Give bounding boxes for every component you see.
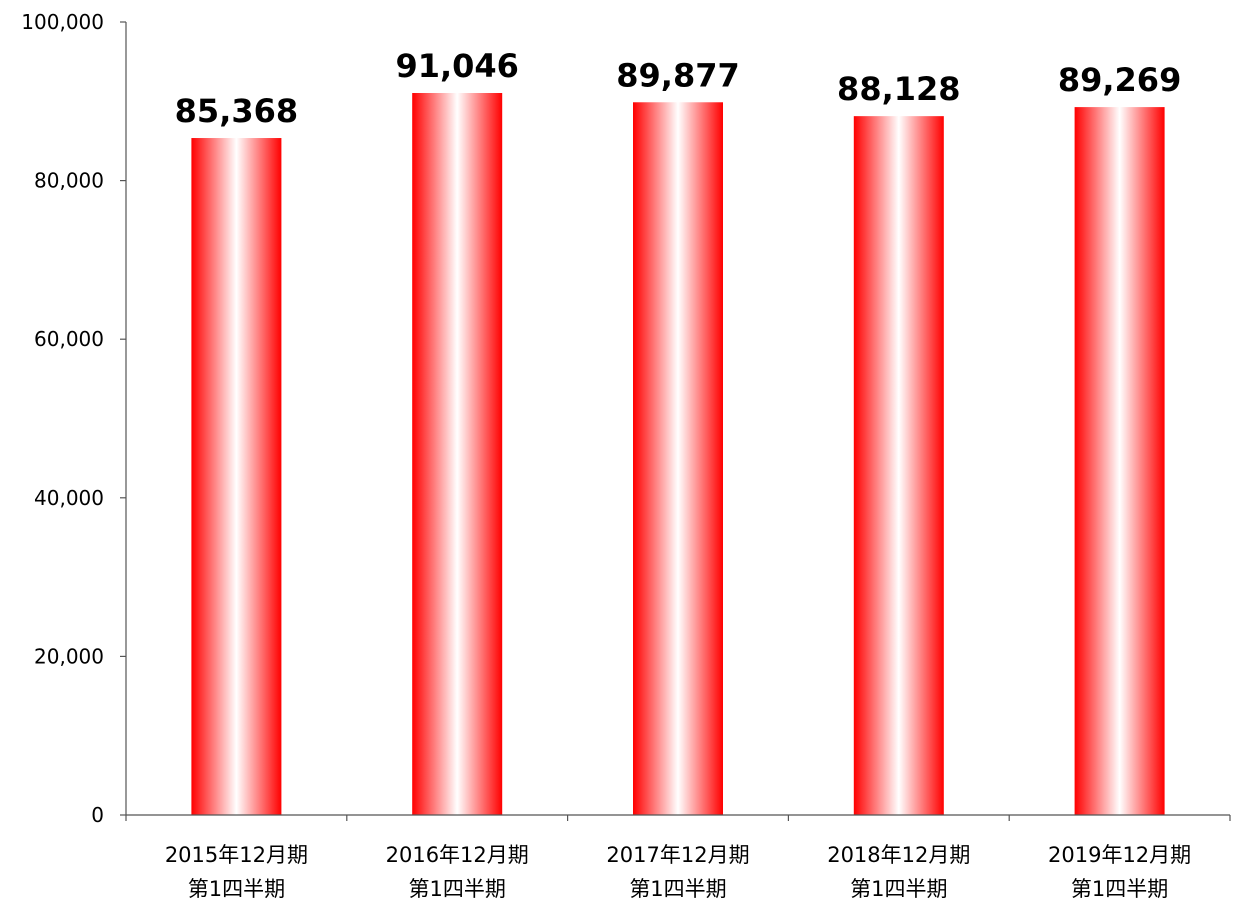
category-label-5-line-1: 2019年12月期 — [1048, 843, 1191, 867]
category-label-1-line-1: 2015年12月期 — [165, 843, 308, 867]
y-tick-label-2: 20,000 — [34, 644, 104, 668]
axes-group — [120, 21, 1231, 821]
data-label-4: 88,128 — [837, 70, 960, 108]
bar-4 — [853, 116, 944, 815]
y-tick-label-6: 100,000 — [21, 10, 104, 34]
category-label-4-line-2: 第1四半期 — [850, 877, 947, 901]
labels-group: 85,3682015年12月期第1四半期91,0462016年12月期第1四半期… — [21, 10, 1191, 901]
bar-3 — [633, 102, 723, 815]
data-label-1: 85,368 — [175, 92, 298, 130]
bars-group — [191, 93, 1165, 816]
category-label-4-line-1: 2018年12月期 — [827, 843, 970, 867]
bar-2 — [412, 93, 503, 815]
category-label-3-line-2: 第1四半期 — [629, 877, 726, 901]
category-label-5-line-2: 第1四半期 — [1071, 877, 1168, 901]
category-label-1-line-2: 第1四半期 — [188, 877, 285, 901]
y-tick-label-5: 80,000 — [34, 169, 104, 193]
y-tick-label-1: 0 — [91, 803, 104, 827]
category-label-2-line-1: 2016年12月期 — [386, 843, 529, 867]
y-tick-label-4: 60,000 — [34, 327, 104, 351]
category-label-2-line-2: 第1四半期 — [409, 877, 506, 901]
data-label-2: 91,046 — [395, 47, 518, 85]
y-tick-label-3: 40,000 — [34, 486, 104, 510]
bar-1 — [191, 138, 282, 816]
category-label-3-line-1: 2017年12月期 — [606, 843, 749, 867]
data-label-5: 89,269 — [1058, 61, 1181, 99]
data-label-3: 89,877 — [616, 56, 739, 94]
bar-5 — [1074, 107, 1165, 816]
